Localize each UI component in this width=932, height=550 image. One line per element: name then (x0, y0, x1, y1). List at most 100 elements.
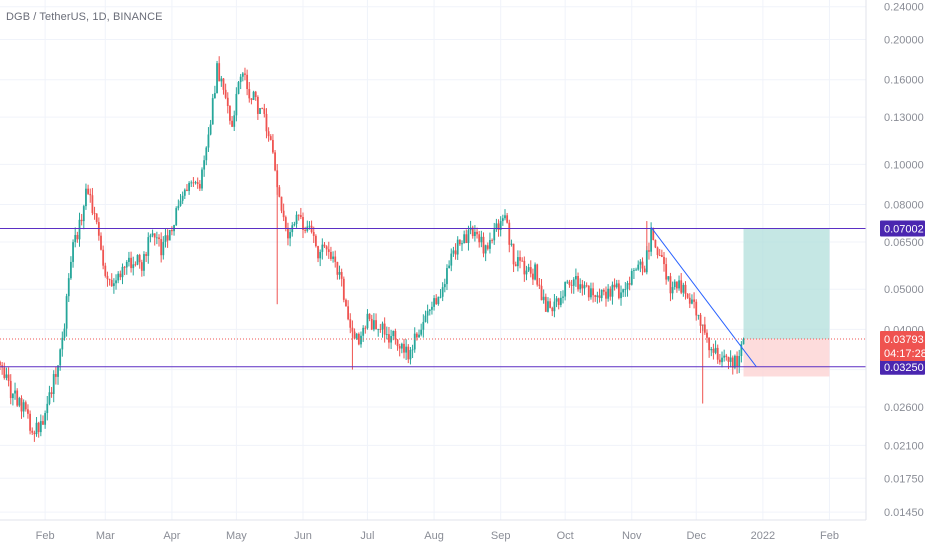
candle-body (407, 346, 410, 360)
candle-body (104, 265, 107, 276)
time-axis-tick-label: Feb (820, 530, 839, 542)
candle-body (295, 214, 298, 225)
candle-body (9, 380, 12, 399)
drawing-lines[interactable] (0, 227, 866, 368)
candle-body (723, 355, 726, 358)
candle-body (669, 276, 672, 294)
candle-body (123, 266, 126, 268)
candle-body (183, 189, 186, 196)
position-tool[interactable] (743, 228, 830, 377)
last-price-badge (880, 330, 925, 361)
candle-body (450, 253, 453, 266)
candle-body (484, 245, 487, 254)
candle-body (420, 329, 423, 335)
candle-body (272, 139, 274, 153)
candle-body (504, 215, 506, 219)
candle-body (18, 398, 21, 406)
candle-body (145, 254, 148, 256)
candle-body (579, 284, 582, 290)
candle-body (413, 333, 416, 350)
price-axis-tick-label: 0.10000 (884, 159, 924, 171)
candle-body (667, 276, 670, 280)
candle-body (201, 169, 203, 189)
candle-body (186, 189, 188, 191)
candle-body (63, 328, 66, 338)
time-axis[interactable]: Feb Mar Apr May Jun Jul Aug Sep Oct Nov Dec 2022 Feb (36, 530, 839, 542)
price-axis[interactable]: 0.24000 0.20000 0.16000 0.13000 0.10000 0.080… (884, 2, 924, 519)
candle-body (231, 120, 233, 127)
candle-body (448, 265, 451, 269)
candle-body (44, 413, 47, 425)
candle-body (652, 228, 655, 240)
level-price-badge-label: 0.03250 (884, 362, 924, 374)
candle-body (72, 242, 74, 262)
candle-body (688, 297, 691, 304)
candle-body (134, 264, 137, 266)
candle-body (600, 289, 603, 299)
candle-body (426, 311, 429, 316)
candle-body (557, 298, 560, 305)
candle-body (82, 206, 85, 222)
candle-body (536, 264, 539, 285)
candle-body (478, 234, 481, 243)
candle-body (263, 108, 266, 114)
time-axis-tick-label: Mar (96, 530, 115, 542)
candle-body (220, 78, 223, 82)
candle-body (727, 356, 730, 362)
candle-body (590, 288, 592, 298)
candle-body (519, 257, 521, 261)
candle-body (684, 284, 687, 294)
candle-body (85, 188, 87, 207)
candle-body (246, 74, 249, 90)
candle-body (714, 347, 717, 353)
candle-body (654, 239, 657, 248)
candle-body (91, 195, 94, 214)
candle-body (287, 227, 289, 239)
candle-body (207, 134, 210, 148)
candle-body (697, 314, 700, 316)
candle-body (95, 213, 98, 223)
candle-body (398, 346, 401, 349)
candle-body (115, 280, 117, 284)
time-axis-tick-label: Dec (686, 530, 706, 542)
candle-body (446, 268, 448, 285)
candle-body (5, 374, 8, 378)
candle-body (319, 251, 322, 259)
candle-body (46, 403, 49, 414)
candle-body (461, 243, 463, 245)
price-axis-tick-label: 0.24000 (884, 2, 924, 14)
candle-body (544, 296, 547, 312)
candle-body (31, 430, 34, 433)
candle-body (660, 255, 663, 257)
candle-body (151, 233, 154, 236)
candle-body (196, 182, 199, 184)
candle-body (314, 235, 317, 247)
candle-body (695, 301, 698, 316)
candle-body (364, 327, 367, 329)
candle-body (680, 280, 683, 293)
price-axis-tick-label: 0.08000 (884, 200, 924, 212)
candle-body (138, 254, 141, 263)
candle-body (566, 281, 569, 283)
candle-body (269, 136, 272, 140)
candle-body (65, 296, 68, 329)
candle-body (175, 208, 178, 226)
candle-body (50, 392, 53, 394)
candle-body (147, 237, 150, 256)
candle-body (261, 108, 264, 109)
candle-body (16, 390, 19, 406)
candle-body (205, 147, 208, 161)
candle-body (710, 348, 713, 351)
candle-body (637, 264, 640, 270)
candle-body (76, 234, 79, 240)
candle-body (274, 152, 276, 171)
candle-body (443, 284, 446, 288)
candle-body (140, 262, 143, 271)
candle-body (547, 301, 549, 312)
candle-body (117, 273, 120, 281)
candle-body (630, 270, 633, 285)
candle-body (67, 278, 70, 297)
candle-body (332, 256, 334, 259)
